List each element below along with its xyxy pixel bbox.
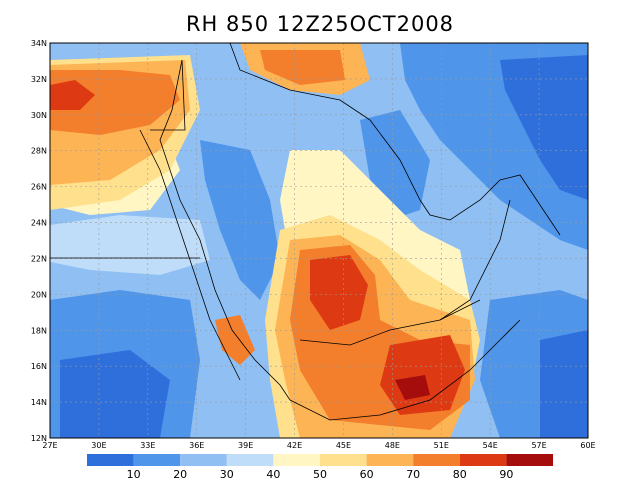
lon-tick-label: 36E	[189, 441, 204, 450]
colorbar-swatch	[87, 454, 134, 466]
colorbar: 10 20 30 40 50 60 70 80 90	[87, 454, 553, 480]
lon-tick-label: 30E	[91, 441, 106, 450]
border-yemen	[299, 299, 481, 346]
colorbar-swatch	[226, 454, 274, 466]
lat-tick-label: 32N	[31, 75, 47, 84]
colorbar-label: 90	[499, 468, 513, 480]
lon-tick-label: 48E	[385, 441, 400, 450]
border-saudi-north	[229, 43, 371, 121]
lat-tick-label: 30N	[31, 111, 47, 120]
coastline-gulf	[369, 119, 561, 236]
colorbar-label: 40	[266, 468, 280, 480]
coastline-red-sea-east	[159, 59, 291, 401]
lon-tick-label: 42E	[287, 441, 302, 450]
lat-lon-grid	[50, 43, 588, 438]
colorbar-label: 20	[173, 468, 187, 480]
humid-zone-northwest-peak	[50, 80, 95, 110]
lat-tick-label: 24N	[31, 219, 47, 228]
humid-zone-south-peak	[310, 255, 368, 330]
colorbar-swatch	[180, 454, 227, 466]
lon-tick-label: 33E	[140, 441, 155, 450]
lat-tick-label: 26N	[31, 183, 47, 192]
longitude-labels: 27E 30E 33E 36E 39E 42E 45E 48E 51E 54E 57E 60E	[42, 441, 595, 450]
dry-zone-southeast-core	[540, 330, 588, 438]
coastline-red-sea-west	[139, 129, 241, 381]
latitude-labels: 34N 32N 30N 28N 26N 24N 22N 20N 18N 16N 14N 12N	[31, 39, 47, 443]
lat-tick-label: 20N	[31, 290, 47, 299]
lon-tick-label: 54E	[483, 441, 498, 450]
border-egypt	[150, 59, 186, 131]
colorbar-swatch	[459, 454, 507, 466]
colorbar-swatch	[506, 454, 553, 466]
lon-tick-label: 57E	[531, 441, 546, 450]
lon-tick-label: 27E	[42, 441, 57, 450]
map-frame	[49, 42, 589, 439]
lat-tick-label: 18N	[31, 326, 47, 335]
dry-zone-east-core	[500, 55, 588, 200]
lat-tick-label: 28N	[31, 147, 47, 156]
colorbar-swatch	[366, 454, 414, 466]
land-boundaries	[50, 43, 561, 421]
lat-tick-label: 12N	[31, 434, 47, 443]
colorbar-label: 50	[313, 468, 327, 480]
colorbar-label: 80	[453, 468, 467, 480]
colorbar-label: 60	[360, 468, 374, 480]
dry-zone-southwest-core	[60, 350, 170, 438]
lat-tick-label: 14N	[31, 398, 47, 407]
dry-zone-central	[200, 140, 280, 300]
colorbar-label: 70	[406, 468, 420, 480]
lon-tick-label: 45E	[336, 441, 351, 450]
colorbar-label: 10	[127, 468, 141, 480]
colorbar-label: 30	[220, 468, 234, 480]
map-title: RH 850 12Z25OCT2008	[185, 12, 455, 36]
lat-tick-label: 16N	[31, 362, 47, 371]
lat-tick-label: 22N	[31, 254, 47, 263]
humid-zone-north-core	[260, 50, 345, 85]
colorbar-swatch	[273, 454, 320, 466]
light-zone-west	[50, 215, 210, 275]
lon-tick-label: 51E	[434, 441, 449, 450]
humid-zone-southeast-peak	[380, 335, 465, 415]
lat-tick-label: 34N	[31, 39, 47, 48]
lon-tick-label: 39E	[238, 441, 253, 450]
colorbar-swatch	[320, 454, 367, 466]
colorbar-swatch	[413, 454, 460, 466]
coastline-south	[289, 319, 521, 421]
colorbar-swatch	[133, 454, 181, 466]
rh-field	[50, 43, 588, 438]
lon-tick-label: 60E	[580, 441, 595, 450]
humid-zone-southeast-max	[395, 375, 430, 400]
humid-zone-redsea	[215, 315, 255, 365]
border-rub-al-khali	[439, 199, 511, 321]
